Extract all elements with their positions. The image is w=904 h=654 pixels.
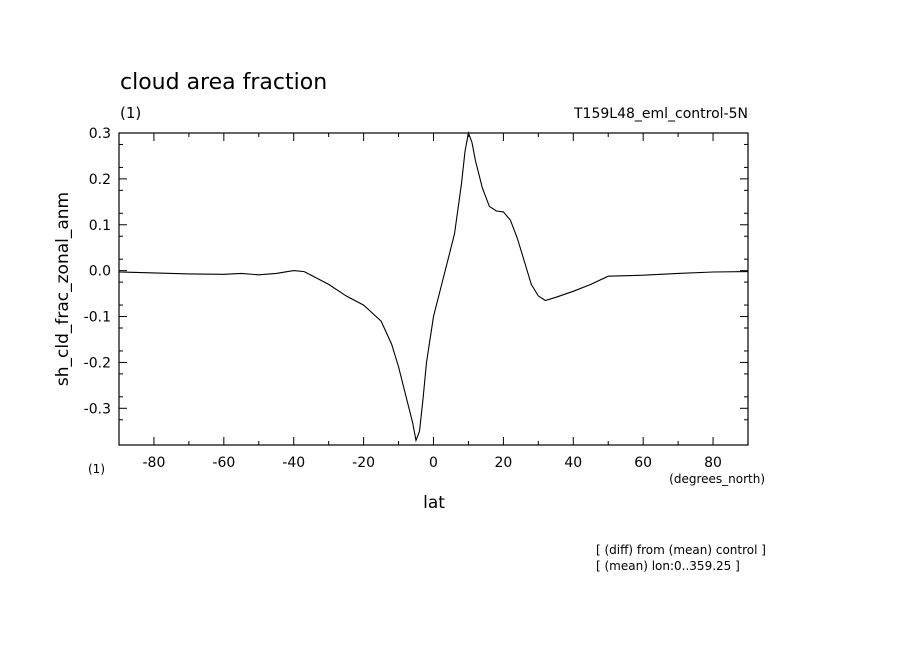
- note-mean: [ (mean) lon:0..359.25 ]: [596, 559, 740, 573]
- x-tick-label: -60: [212, 455, 235, 471]
- x-units-left-label: (1): [88, 462, 105, 476]
- chart-title: cloud area fraction: [120, 70, 327, 95]
- x-tick-label: 80: [704, 455, 722, 471]
- y-tick-label: 0.0: [89, 264, 111, 280]
- y-tick-label: -0.1: [84, 310, 111, 326]
- x-tick-label: -20: [352, 455, 375, 471]
- y-axis-label: sh_cld_frac_zonal_anm: [53, 192, 73, 386]
- run-label: T159L48_eml_control-5N: [573, 106, 748, 122]
- series-line: [118, 130, 749, 443]
- x-tick-label: 0: [429, 455, 438, 471]
- y-axis-ticks: [119, 132, 748, 421]
- x-tick-label: -80: [143, 455, 166, 471]
- y-tick-label: 0.1: [89, 218, 111, 234]
- plot-frame: [118, 132, 749, 446]
- x-axis-label: lat: [423, 493, 445, 513]
- y-tick-label: 0.2: [89, 172, 111, 188]
- y-tick-label: -0.3: [84, 401, 111, 417]
- note-diff: [ (diff) from (mean) control ]: [596, 543, 766, 557]
- y-tick-label: 0.3: [89, 126, 111, 142]
- x-axis-tick-labels: -80 -60 -40 -20 0 20 40 60 80: [143, 455, 722, 471]
- x-tick-label: 40: [564, 455, 582, 471]
- y-tick-label: -0.2: [84, 355, 111, 371]
- x-tick-label: 60: [634, 455, 652, 471]
- x-units-right-label: (degrees_north): [669, 472, 765, 486]
- x-tick-label: -40: [282, 455, 305, 471]
- units-label: (1): [120, 104, 141, 122]
- y-axis-tick-labels: -0.3 -0.2 -0.1 0.0 0.1 0.2 0.3: [84, 126, 111, 417]
- x-axis-ticks: [118, 133, 749, 445]
- x-tick-label: 20: [494, 455, 512, 471]
